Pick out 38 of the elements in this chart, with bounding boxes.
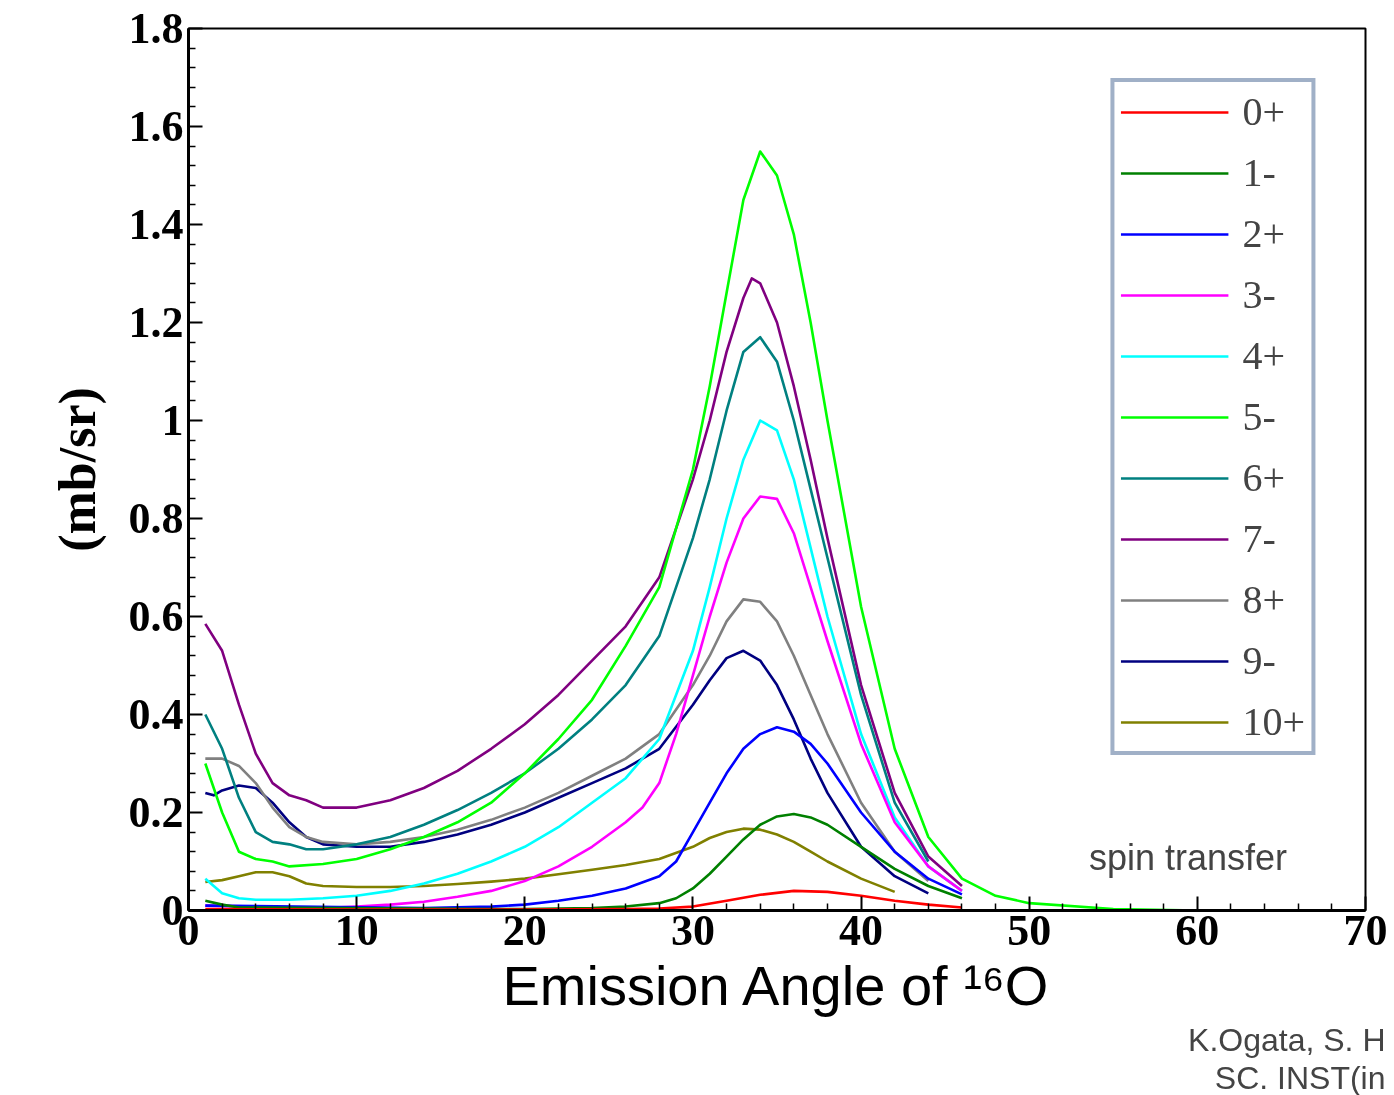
y-tick-label: 0.2 bbox=[128, 788, 184, 837]
legend-label: 9- bbox=[1242, 637, 1276, 684]
y-tick-label: 1.8 bbox=[128, 4, 184, 53]
text: K.Ogata, S. H bbox=[1188, 1021, 1386, 1058]
x-tick-label: 50 bbox=[1007, 905, 1052, 955]
legend-label: 7- bbox=[1242, 515, 1276, 562]
y-tick-label: 1.6 bbox=[128, 102, 184, 151]
x-tick-label: 20 bbox=[502, 905, 547, 955]
x-tick-label: 10 bbox=[334, 905, 379, 955]
text: SC. INST(in bbox=[1214, 1059, 1386, 1095]
legend-label: 6+ bbox=[1242, 454, 1285, 501]
legend-label: 2+ bbox=[1242, 210, 1285, 257]
line-series bbox=[204, 277, 964, 888]
x-tick-label: 30 bbox=[670, 905, 715, 955]
y-axis-title: (mb/sr) bbox=[48, 387, 107, 552]
y-tick-label: 0.8 bbox=[128, 494, 184, 543]
line-series bbox=[204, 827, 896, 894]
y-tick-label: 1.2 bbox=[128, 298, 184, 347]
y-tick-label: 1 bbox=[161, 396, 184, 445]
x-axis-title: Emission Angle of ¹⁶O bbox=[502, 953, 1049, 1017]
legend-label: 5- bbox=[1242, 393, 1276, 440]
legend-label: 4+ bbox=[1242, 332, 1285, 379]
legend-label: 1- bbox=[1242, 149, 1276, 196]
legend-title: spin transfer bbox=[1088, 837, 1287, 879]
x-tick-label: 40 bbox=[839, 905, 884, 955]
legend-label: 10+ bbox=[1242, 698, 1305, 745]
y-tick-label: 1.4 bbox=[128, 200, 184, 249]
x-tick-label: 70 bbox=[1343, 905, 1388, 955]
line-series bbox=[204, 335, 930, 863]
line-series bbox=[204, 649, 930, 895]
line-series bbox=[204, 598, 930, 883]
line-series bbox=[204, 889, 964, 911]
y-tick-label: 0.4 bbox=[128, 690, 184, 739]
legend-label: 0+ bbox=[1242, 88, 1285, 135]
legend-label: 8+ bbox=[1242, 576, 1285, 623]
x-tick-label: 60 bbox=[1175, 905, 1220, 955]
legend-label: 3- bbox=[1242, 271, 1276, 318]
y-tick-label: 0.6 bbox=[128, 592, 184, 641]
